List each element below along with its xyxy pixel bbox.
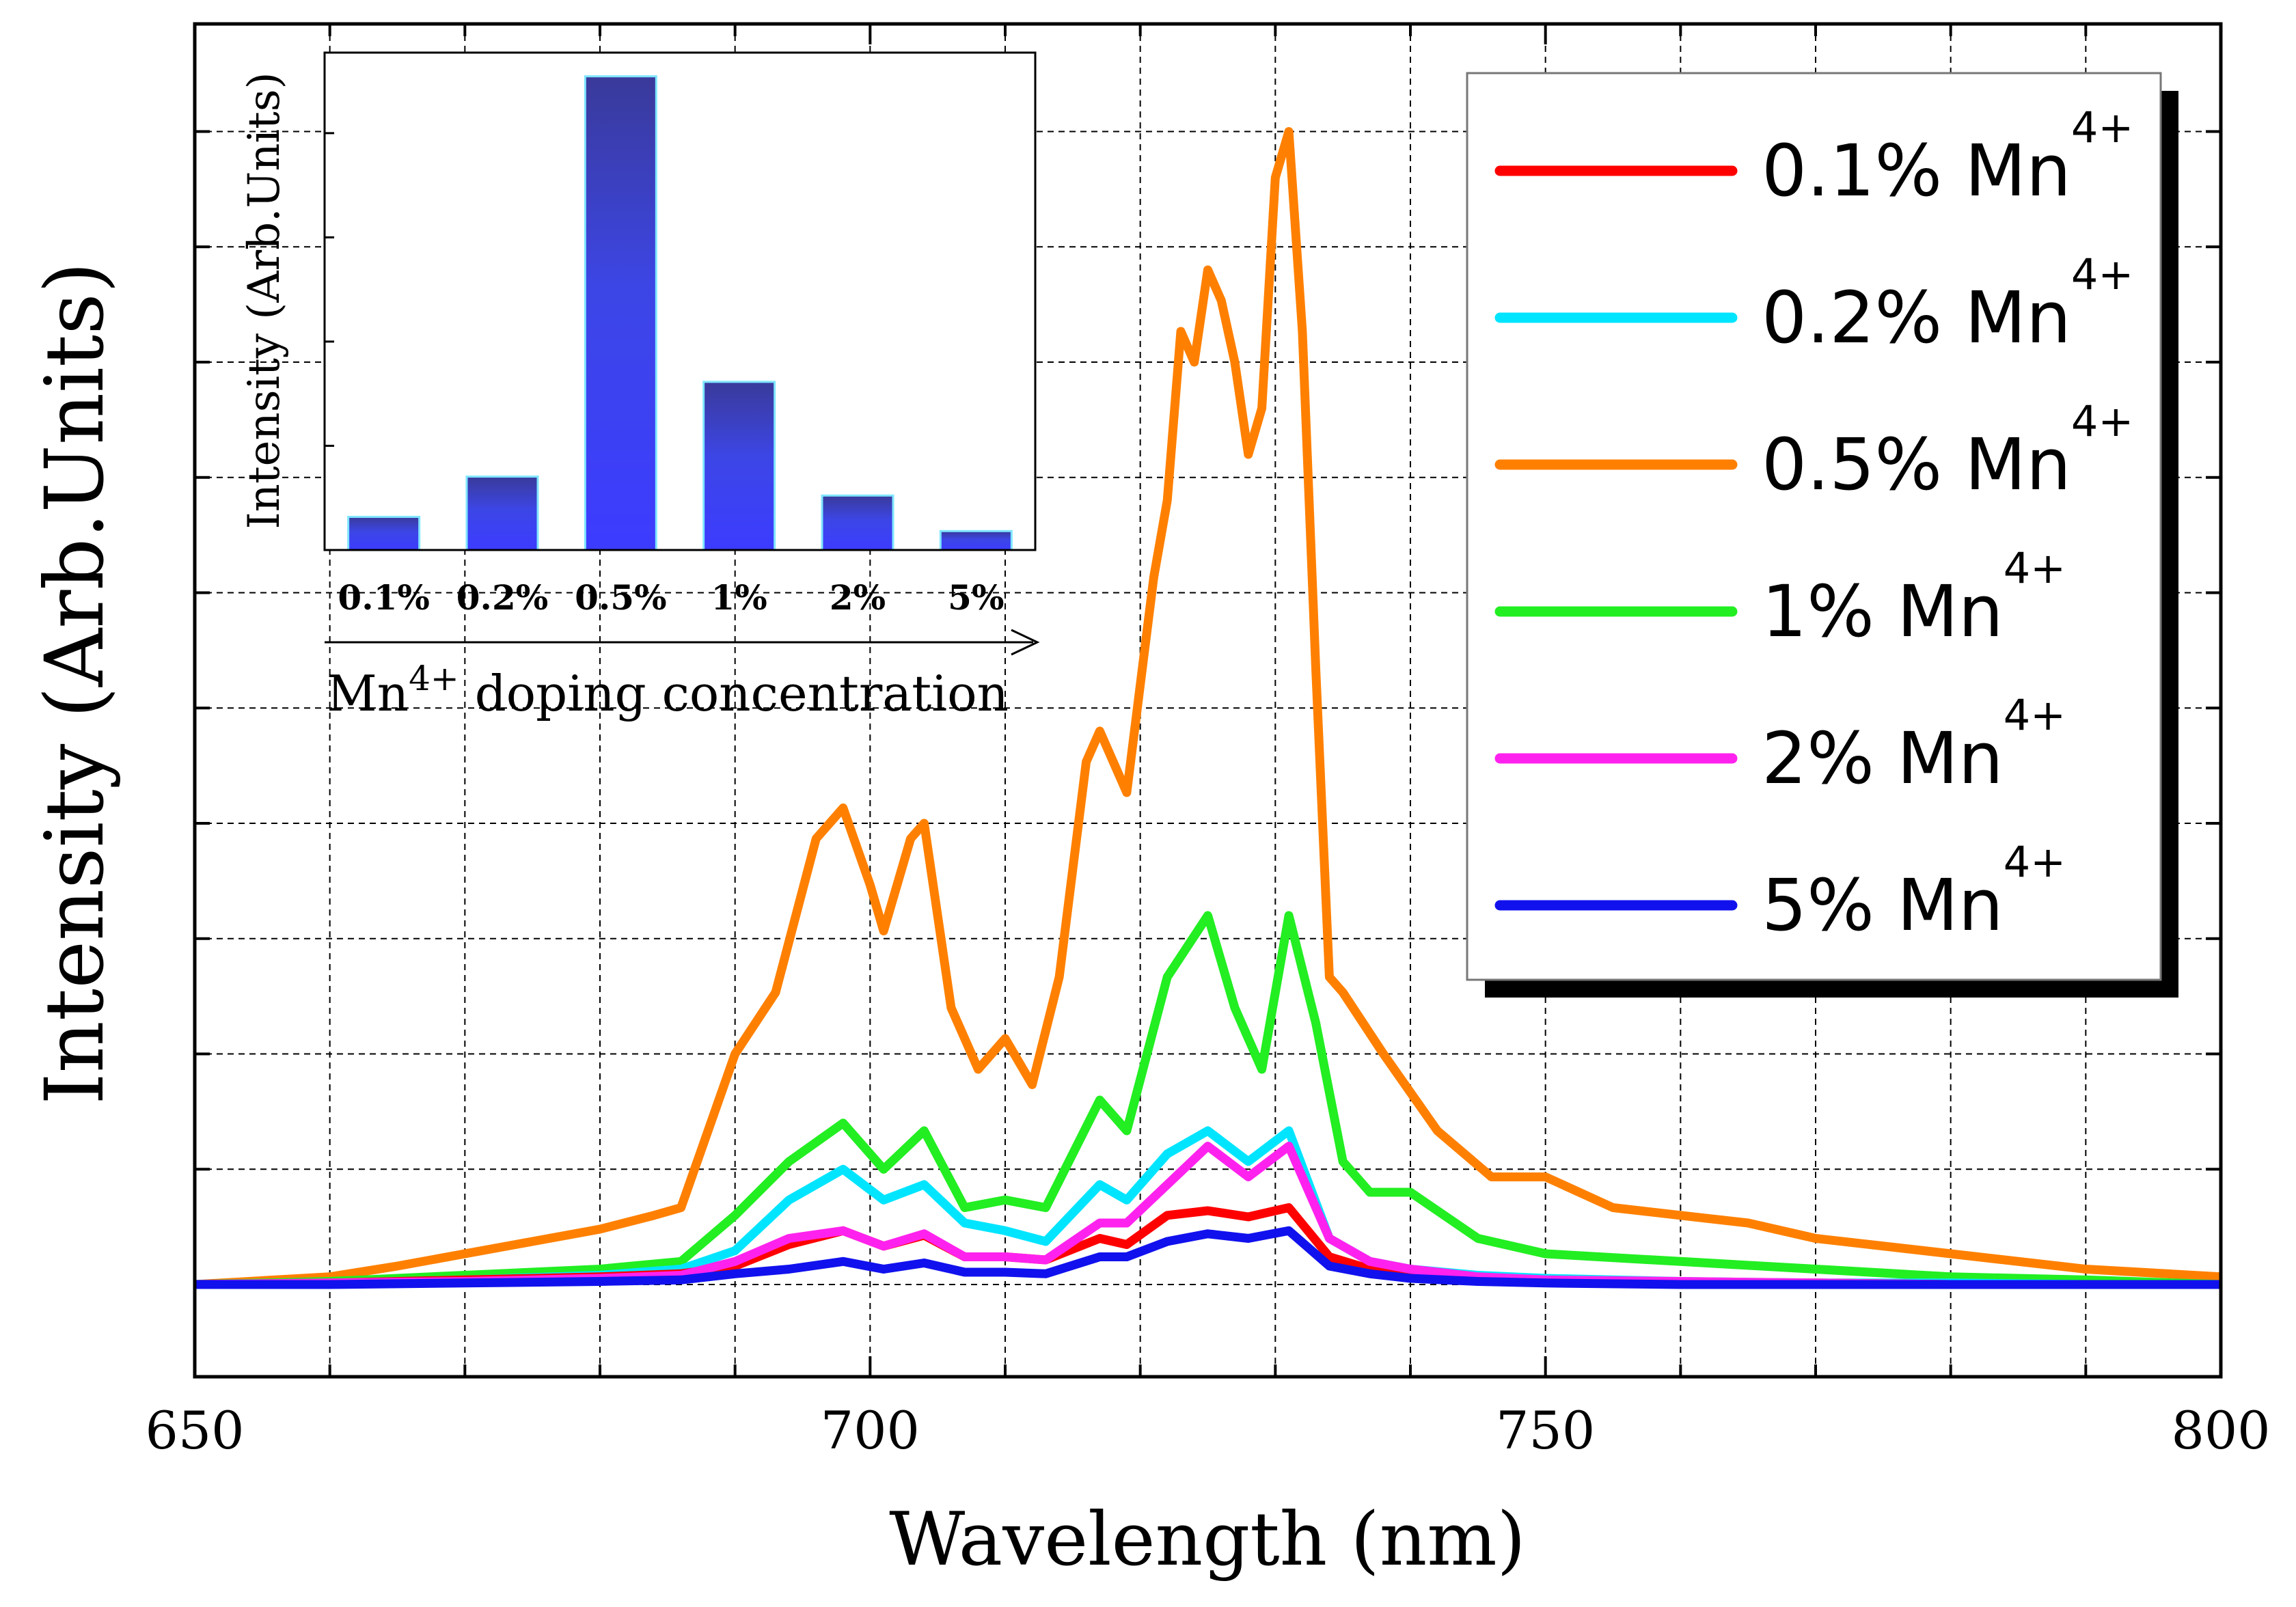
legend-label-text: 2% Mn — [1762, 717, 2004, 800]
inset-category-labels: 0.1% 0.2% 0.5% 1% 2% 5% — [338, 577, 1004, 618]
inset-category-label: 2% — [830, 577, 886, 618]
inset-category-label: 1% — [711, 577, 767, 618]
legend-label-text: 0.1% Mn — [1762, 129, 2071, 212]
inset-bar — [939, 530, 1013, 551]
inset-bar — [584, 75, 657, 551]
inset-category-label: 0.1% — [338, 577, 430, 618]
series-line-5pct — [195, 1226, 2221, 1289]
legend-label-text: 5% Mn — [1762, 864, 2004, 947]
series-line-0_5pct — [195, 127, 2221, 1289]
x-tick-label: 650 — [145, 1400, 244, 1461]
legend-label-sup: 4+ — [2071, 396, 2133, 446]
inset-xlabel-base: Mn — [327, 665, 409, 722]
legend-label: 0.1% Mn4+ — [1762, 102, 2133, 212]
main-series-lines — [195, 127, 2221, 1289]
legend-label-text: 0.2% Mn — [1762, 276, 2071, 359]
legend-label: 2% Mn4+ — [1762, 690, 2066, 800]
plot-frame — [193, 22, 2223, 1379]
legend-label: 0.2% Mn4+ — [1762, 249, 2133, 359]
inset-xlabel-sup: 4+ — [409, 659, 459, 698]
series-line-2pct — [195, 1142, 2221, 1289]
legend-label: 0.5% Mn4+ — [1762, 396, 2133, 506]
legend: 0.1% Mn4+0.2% Mn4+0.5% Mn4+1% Mn4+2% Mn4… — [1466, 72, 2178, 998]
legend-label-sup: 4+ — [2004, 690, 2066, 740]
inset-bar-chart: 0.1% 0.2% 0.5% 1% 2% 5% Mn4+ doping concentra… — [239, 51, 1040, 722]
y-axis-title: Intensity (Arb.Units) — [27, 262, 122, 1105]
legend-label-sup: 4+ — [2004, 543, 2066, 593]
inset-background — [325, 53, 1035, 550]
legend-label-text: 0.5% Mn — [1762, 423, 2071, 506]
inset-category-label: 5% — [948, 577, 1004, 618]
legend-label-text: 1% Mn — [1762, 570, 2004, 653]
inset-y-axis-title: Intensity (Arb.Units) — [239, 72, 290, 529]
inset-bar — [702, 381, 776, 551]
legend-items: 0.1% Mn4+0.2% Mn4+0.5% Mn4+1% Mn4+2% Mn4… — [1494, 102, 2133, 947]
legend-label-sup: 4+ — [2071, 102, 2133, 152]
x-axis-title: Wavelength (nm) — [889, 1497, 1526, 1582]
inset-frame — [323, 51, 1037, 551]
inset-bar — [821, 494, 894, 551]
legend-label-sup: 4+ — [2071, 249, 2133, 299]
legend-label: 5% Mn4+ — [1762, 837, 2066, 947]
inset-arrow-head — [1011, 629, 1040, 656]
inset-bar — [465, 476, 539, 551]
inset-bars — [347, 75, 1013, 551]
inset-category-label: 0.5% — [575, 577, 667, 618]
x-tick-label: 700 — [821, 1400, 920, 1461]
inset-category-label: 0.2% — [456, 577, 549, 618]
series-line-1pct — [195, 911, 2221, 1289]
legend-box — [1466, 72, 2162, 981]
x-tick-label: 750 — [1496, 1400, 1595, 1461]
inset-x-axis-title: Mn4+ doping concentration — [327, 659, 1009, 722]
inset-xlabel-rest: doping concentration — [459, 665, 1009, 722]
inset-bar — [347, 515, 421, 551]
legend-label-sup: 4+ — [2004, 837, 2066, 887]
legend-label: 1% Mn4+ — [1762, 543, 2066, 653]
x-tick-label: 800 — [2171, 1400, 2270, 1461]
inset-y-ticks — [325, 132, 334, 447]
x-tick-labels: 650 700 750 800 — [145, 1400, 2270, 1461]
